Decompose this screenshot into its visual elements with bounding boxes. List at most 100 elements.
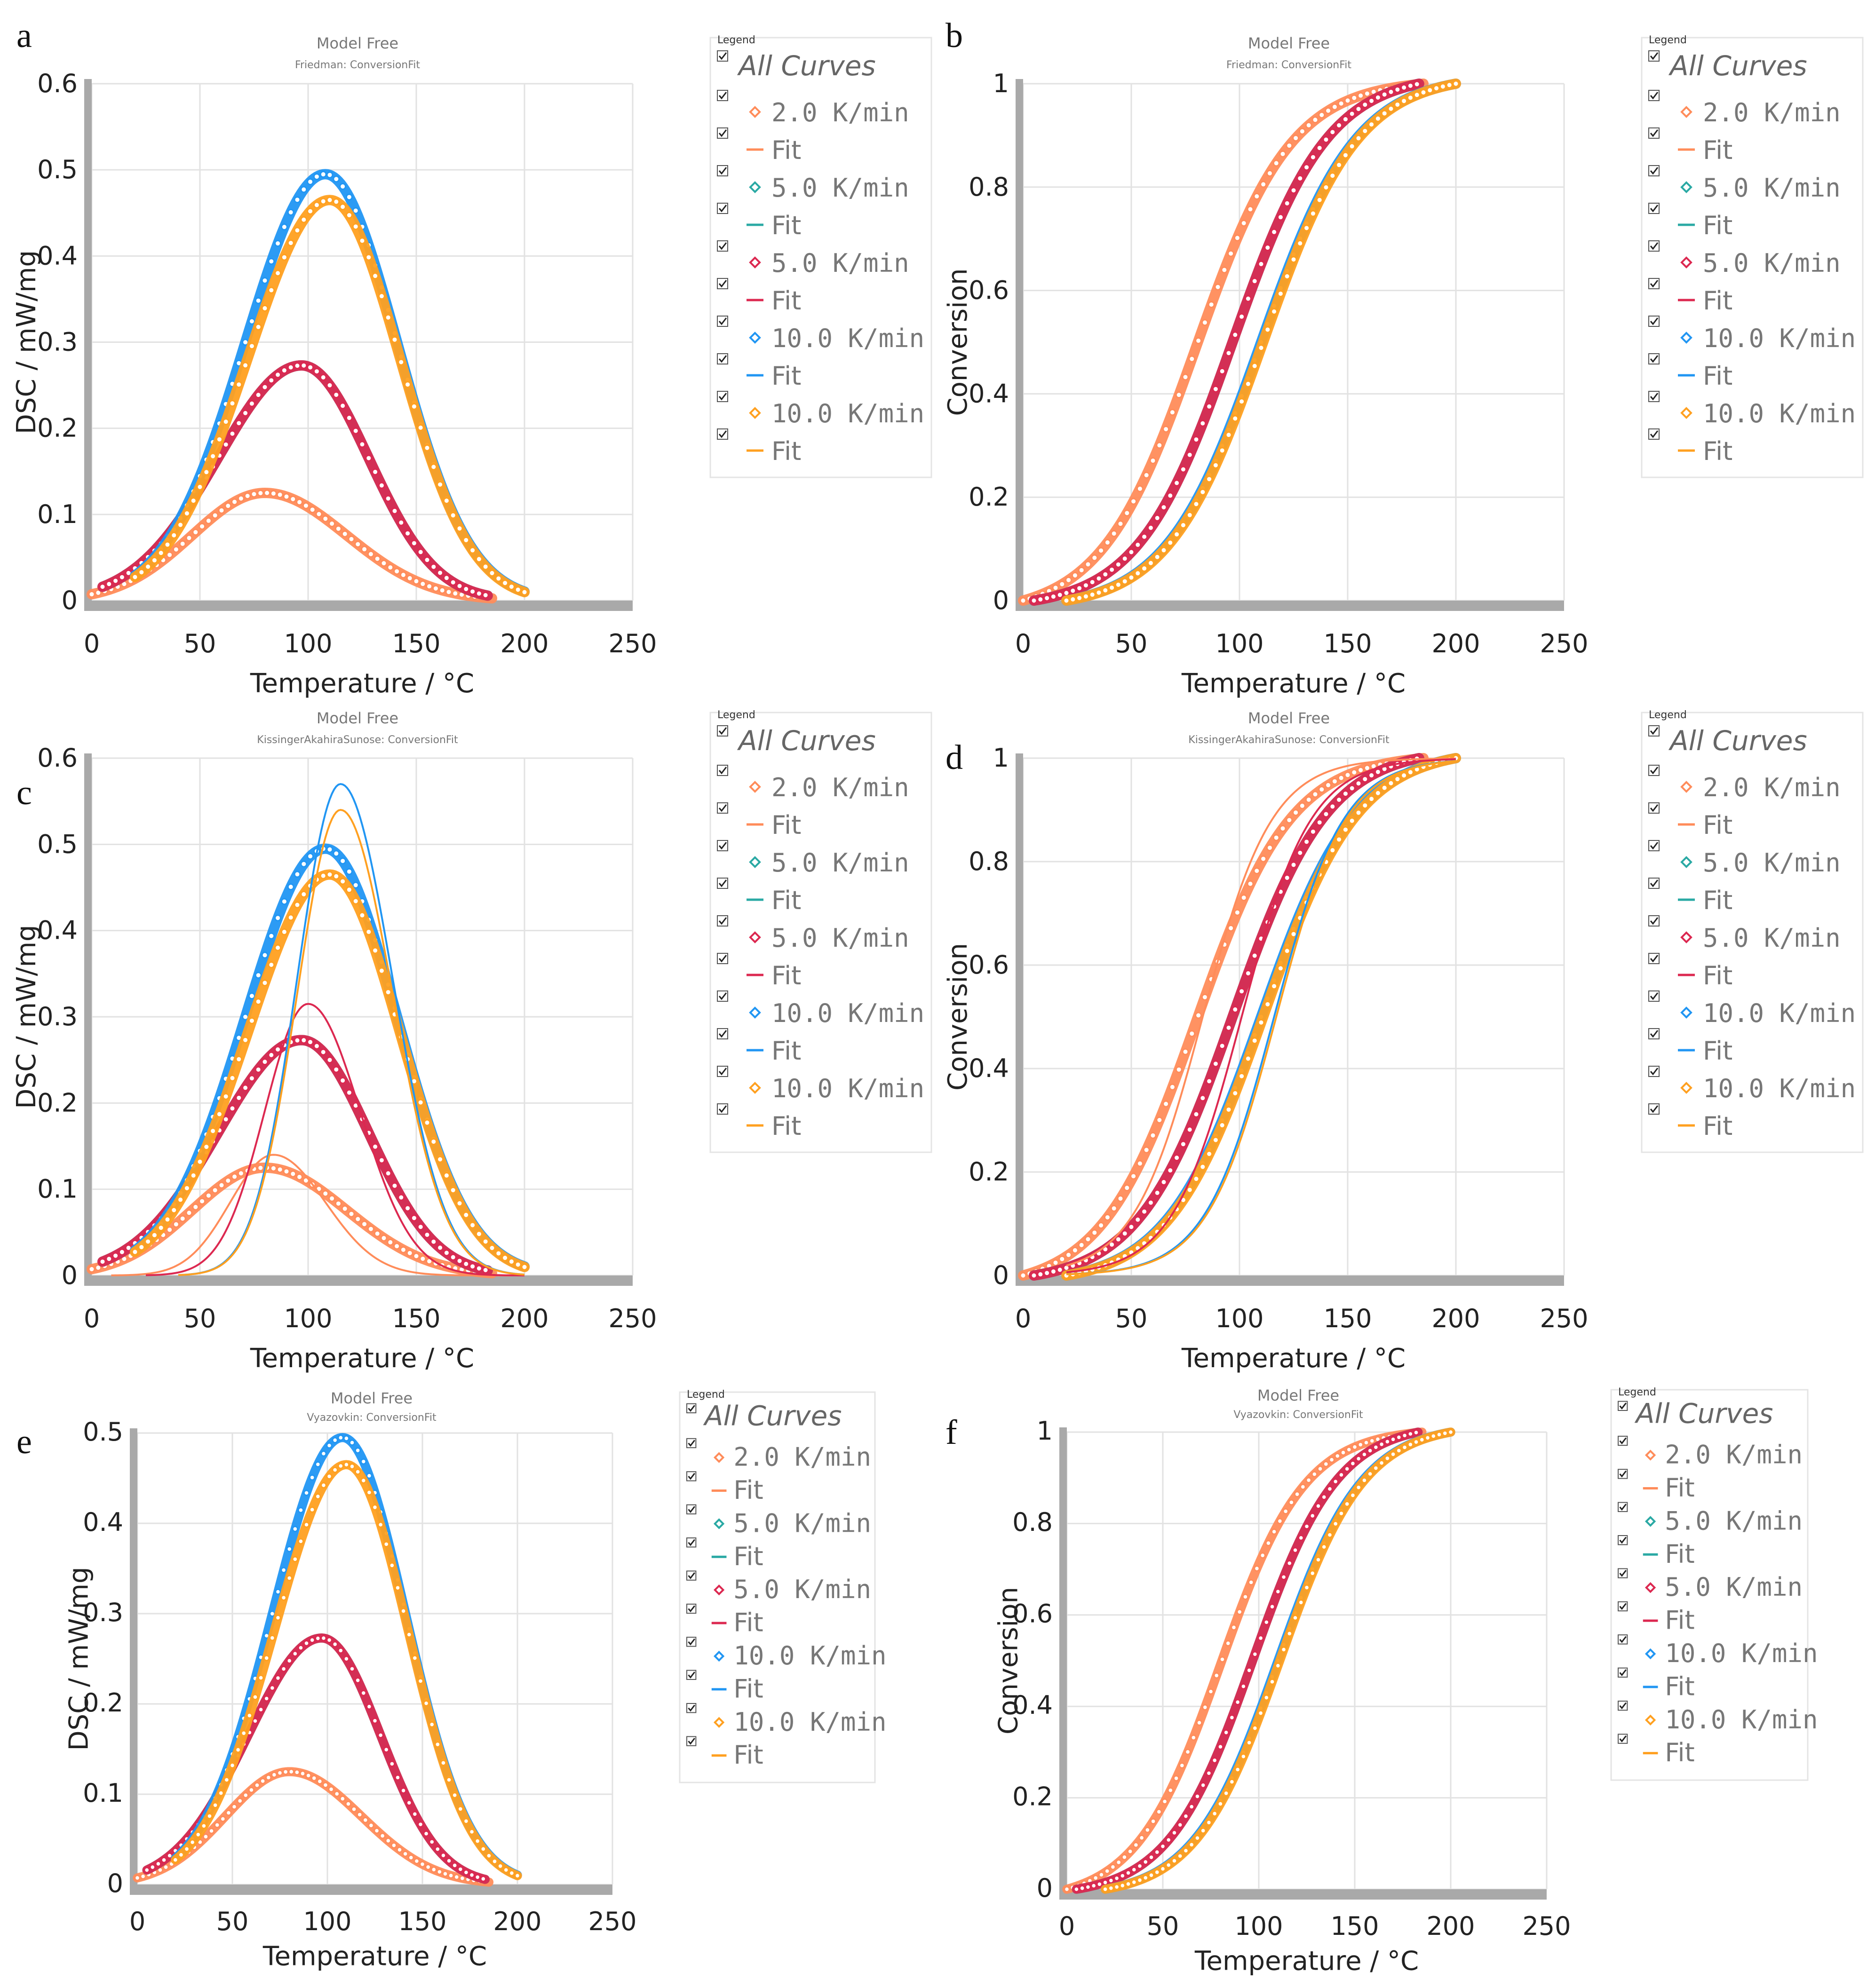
checkbox-box[interactable] (686, 1603, 697, 1614)
checkbox-box[interactable] (717, 1066, 728, 1077)
checkbox-box[interactable] (717, 428, 728, 440)
checkbox-box[interactable] (1648, 915, 1660, 927)
checkbox-box[interactable] (717, 990, 728, 1002)
legend-checkbox[interactable] (686, 1703, 697, 1713)
checkbox-box[interactable] (1648, 725, 1660, 737)
checkbox-box[interactable] (1648, 278, 1660, 289)
legend-checkbox[interactable] (717, 353, 728, 364)
legend-checkbox[interactable] (717, 278, 728, 289)
checkbox-box[interactable] (1648, 50, 1660, 62)
checkbox-box[interactable] (1648, 1028, 1660, 1039)
legend-checkbox[interactable] (1648, 1028, 1660, 1039)
checkbox-box[interactable] (1648, 953, 1660, 964)
checkbox-box[interactable] (717, 50, 728, 62)
checkbox-box[interactable] (717, 90, 728, 101)
legend-checkbox[interactable] (1618, 1535, 1628, 1545)
legend-checkbox[interactable] (717, 203, 728, 214)
checkbox-box[interactable] (1648, 765, 1660, 776)
legend-checkbox[interactable] (1648, 353, 1660, 364)
legend-checkbox[interactable] (686, 1736, 697, 1746)
checkbox-box[interactable] (1648, 428, 1660, 440)
checkbox-box[interactable] (1618, 1469, 1628, 1479)
checkbox-box[interactable] (1648, 90, 1660, 101)
checkbox-box[interactable] (686, 1403, 697, 1413)
legend-checkbox[interactable] (717, 1103, 728, 1115)
legend-checkbox[interactable] (1618, 1435, 1628, 1446)
checkbox-box[interactable] (1648, 1103, 1660, 1115)
checkbox-box[interactable] (717, 278, 728, 289)
legend-checkbox[interactable] (1618, 1502, 1628, 1512)
legend-checkbox[interactable] (717, 50, 728, 62)
legend-checkbox[interactable] (717, 765, 728, 776)
legend-checkbox[interactable] (1648, 840, 1660, 851)
checkbox-box[interactable] (1648, 802, 1660, 814)
checkbox-box[interactable] (1648, 990, 1660, 1002)
legend-checkbox[interactable] (1648, 391, 1660, 402)
checkbox-box[interactable] (717, 802, 728, 814)
checkbox-box[interactable] (686, 1504, 697, 1514)
checkbox-box[interactable] (686, 1670, 697, 1680)
legend-checkbox[interactable] (1648, 240, 1660, 252)
legend-checkbox[interactable] (686, 1637, 697, 1647)
checkbox-box[interactable] (717, 1103, 728, 1115)
checkbox-box[interactable] (717, 240, 728, 252)
legend-checkbox[interactable] (717, 725, 728, 737)
legend-checkbox[interactable] (1648, 165, 1660, 176)
legend-checkbox[interactable] (1648, 127, 1660, 139)
checkbox-box[interactable] (686, 1438, 697, 1449)
legend-checkbox[interactable] (1648, 725, 1660, 737)
checkbox-box[interactable] (1648, 203, 1660, 214)
legend-checkbox[interactable] (1648, 1103, 1660, 1115)
legend-checkbox[interactable] (686, 1403, 697, 1413)
checkbox-box[interactable] (1648, 391, 1660, 402)
checkbox-box[interactable] (1648, 840, 1660, 851)
checkbox-box[interactable] (717, 391, 728, 402)
legend-checkbox[interactable] (1618, 1667, 1628, 1678)
checkbox-box[interactable] (1648, 165, 1660, 176)
checkbox-box[interactable] (717, 165, 728, 176)
legend-checkbox[interactable] (1648, 90, 1660, 101)
legend-checkbox[interactable] (717, 953, 728, 964)
legend-checkbox[interactable] (1618, 1568, 1628, 1578)
legend-checkbox[interactable] (686, 1504, 697, 1514)
checkbox-box[interactable] (717, 725, 728, 737)
legend-checkbox[interactable] (1648, 990, 1660, 1002)
checkbox-box[interactable] (1648, 127, 1660, 139)
legend-checkbox[interactable] (717, 165, 728, 176)
checkbox-box[interactable] (717, 840, 728, 851)
legend-checkbox[interactable] (717, 915, 728, 927)
checkbox-box[interactable] (1618, 1601, 1628, 1612)
checkbox-box[interactable] (1618, 1634, 1628, 1645)
checkbox-box[interactable] (717, 127, 728, 139)
checkbox-box[interactable] (717, 953, 728, 964)
legend-checkbox[interactable] (717, 802, 728, 814)
checkbox-box[interactable] (686, 1471, 697, 1481)
checkbox-box[interactable] (1618, 1701, 1628, 1711)
legend-checkbox[interactable] (717, 1066, 728, 1077)
checkbox-box[interactable] (1618, 1667, 1628, 1678)
legend-checkbox[interactable] (717, 1028, 728, 1039)
checkbox-box[interactable] (686, 1537, 697, 1548)
legend-checkbox[interactable] (686, 1603, 697, 1614)
checkbox-box[interactable] (717, 203, 728, 214)
checkbox-box[interactable] (717, 353, 728, 364)
checkbox-box[interactable] (1618, 1502, 1628, 1512)
checkbox-box[interactable] (717, 316, 728, 327)
checkbox-box[interactable] (717, 878, 728, 889)
checkbox-box[interactable] (717, 765, 728, 776)
checkbox-box[interactable] (1618, 1568, 1628, 1578)
checkbox-box[interactable] (686, 1703, 697, 1713)
legend-checkbox[interactable] (1648, 316, 1660, 327)
legend-checkbox[interactable] (1648, 953, 1660, 964)
checkbox-box[interactable] (686, 1637, 697, 1647)
checkbox-box[interactable] (717, 1028, 728, 1039)
legend-checkbox[interactable] (1648, 802, 1660, 814)
checkbox-box[interactable] (717, 915, 728, 927)
legend-checkbox[interactable] (1618, 1634, 1628, 1645)
checkbox-box[interactable] (1648, 240, 1660, 252)
checkbox-box[interactable] (1648, 878, 1660, 889)
legend-checkbox[interactable] (1648, 50, 1660, 62)
legend-checkbox[interactable] (717, 90, 728, 101)
checkbox-box[interactable] (1618, 1401, 1628, 1411)
legend-checkbox[interactable] (686, 1537, 697, 1548)
